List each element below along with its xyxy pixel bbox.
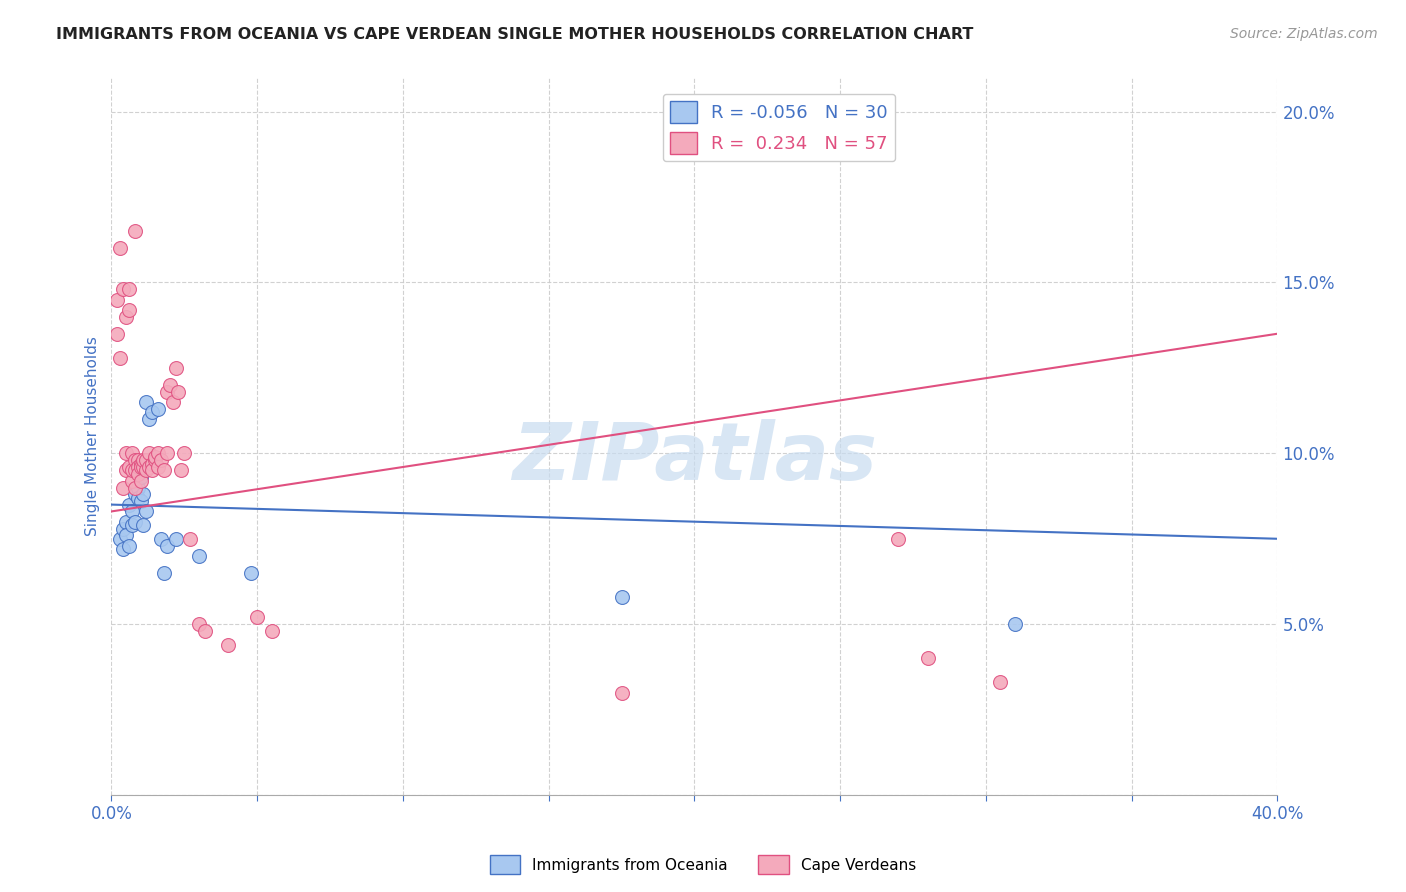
- Point: [121, 518, 143, 533]
- Point: [143, 453, 166, 467]
- Point: [135, 504, 157, 518]
- Point: [240, 566, 263, 580]
- Point: [146, 446, 169, 460]
- Point: [127, 453, 149, 467]
- Point: [179, 532, 201, 546]
- Point: [108, 532, 131, 546]
- Point: [146, 401, 169, 416]
- Point: [135, 453, 157, 467]
- Point: [112, 481, 135, 495]
- Point: [112, 522, 135, 536]
- Point: [135, 463, 157, 477]
- Point: [127, 460, 149, 475]
- Point: [149, 532, 172, 546]
- Point: [124, 463, 146, 477]
- Point: [153, 566, 176, 580]
- Point: [167, 384, 190, 399]
- Point: [138, 446, 160, 460]
- Point: [135, 395, 157, 409]
- Point: [127, 481, 149, 495]
- Point: [121, 446, 143, 460]
- Point: [156, 384, 179, 399]
- Point: [162, 395, 184, 409]
- Point: [141, 457, 163, 471]
- Point: [124, 453, 146, 467]
- Point: [143, 450, 166, 464]
- Point: [108, 351, 131, 365]
- Point: [115, 446, 138, 460]
- Point: [127, 491, 149, 505]
- Point: [170, 463, 193, 477]
- Point: [165, 360, 187, 375]
- Point: [246, 610, 269, 624]
- Point: [610, 685, 633, 699]
- Point: [149, 453, 172, 467]
- Point: [187, 549, 209, 563]
- Point: [146, 460, 169, 475]
- Point: [156, 446, 179, 460]
- Point: [105, 326, 128, 341]
- Point: [138, 460, 160, 475]
- Point: [129, 470, 152, 484]
- Point: [124, 481, 146, 495]
- Point: [990, 675, 1012, 690]
- Point: [124, 224, 146, 238]
- Point: [132, 518, 155, 533]
- Point: [187, 617, 209, 632]
- Legend: Immigrants from Oceania, Cape Verdeans: Immigrants from Oceania, Cape Verdeans: [484, 849, 922, 880]
- Point: [118, 460, 141, 475]
- Point: [159, 378, 181, 392]
- Point: [173, 446, 195, 460]
- Point: [260, 624, 283, 638]
- Point: [129, 457, 152, 471]
- Point: [887, 532, 910, 546]
- Point: [118, 302, 141, 317]
- Text: Source: ZipAtlas.com: Source: ZipAtlas.com: [1230, 27, 1378, 41]
- Point: [124, 487, 146, 501]
- Point: [132, 487, 155, 501]
- Point: [115, 528, 138, 542]
- Point: [129, 494, 152, 508]
- Point: [115, 515, 138, 529]
- Point: [917, 651, 939, 665]
- Text: ZIPatlas: ZIPatlas: [512, 418, 877, 497]
- Point: [217, 638, 239, 652]
- Point: [165, 532, 187, 546]
- Point: [108, 241, 131, 255]
- Point: [156, 539, 179, 553]
- Point: [127, 467, 149, 481]
- Point: [118, 539, 141, 553]
- Point: [129, 474, 152, 488]
- Point: [118, 282, 141, 296]
- Point: [132, 453, 155, 467]
- Point: [121, 463, 143, 477]
- Point: [194, 624, 217, 638]
- Point: [1004, 617, 1026, 632]
- Point: [610, 590, 633, 604]
- Point: [112, 541, 135, 556]
- Point: [118, 498, 141, 512]
- Legend: R = -0.056   N = 30, R =  0.234   N = 57: R = -0.056 N = 30, R = 0.234 N = 57: [662, 94, 896, 161]
- Text: IMMIGRANTS FROM OCEANIA VS CAPE VERDEAN SINGLE MOTHER HOUSEHOLDS CORRELATION CHA: IMMIGRANTS FROM OCEANIA VS CAPE VERDEAN …: [56, 27, 973, 42]
- Point: [112, 282, 135, 296]
- Point: [115, 463, 138, 477]
- Point: [141, 463, 163, 477]
- Point: [141, 405, 163, 419]
- Point: [115, 310, 138, 324]
- Point: [124, 515, 146, 529]
- Point: [105, 293, 128, 307]
- Y-axis label: Single Mother Households: Single Mother Households: [86, 336, 100, 536]
- Point: [121, 504, 143, 518]
- Point: [138, 412, 160, 426]
- Point: [129, 460, 152, 475]
- Point: [121, 474, 143, 488]
- Point: [132, 460, 155, 475]
- Point: [153, 463, 176, 477]
